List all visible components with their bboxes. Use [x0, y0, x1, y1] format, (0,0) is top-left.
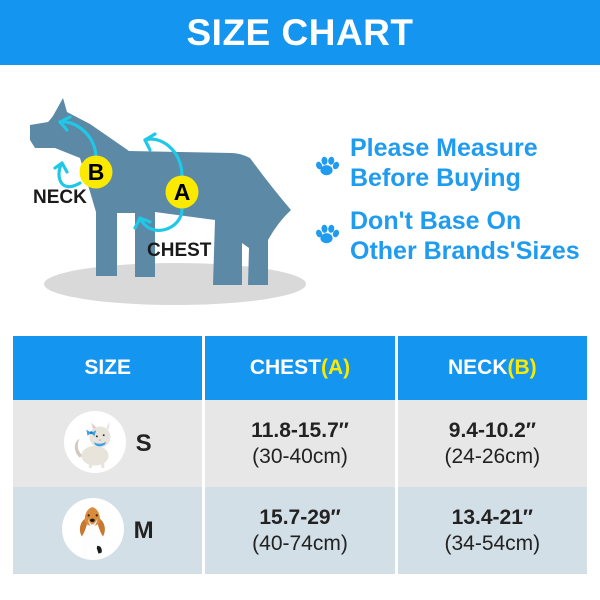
svg-text:NECK: NECK [33, 187, 87, 208]
svg-text:CHEST: CHEST [147, 240, 212, 261]
svg-text:A: A [174, 179, 191, 205]
svg-text:B: B [88, 159, 105, 185]
